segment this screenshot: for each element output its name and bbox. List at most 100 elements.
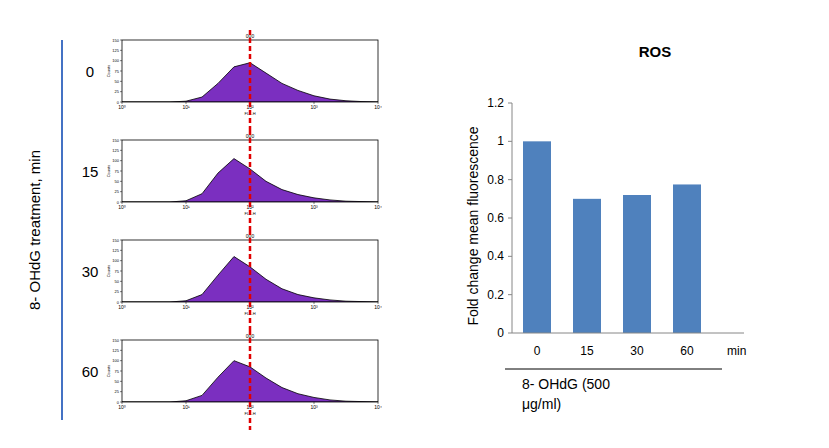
x-label-rule [505, 369, 722, 370]
y-tick-label: 50 [115, 79, 120, 84]
y-tick-label: 25 [115, 289, 120, 294]
x-tick-label: 0 [534, 344, 541, 358]
x-axis-label: 8- OHdG (500 μg/ml) [522, 376, 610, 412]
row-label: 0 [86, 63, 94, 80]
y-tick-label: 75 [115, 269, 120, 274]
y-tick [120, 150, 122, 151]
x-axis-line [512, 333, 744, 334]
x-axis-label-line: 8- OHdG (500 [522, 376, 610, 392]
x-tick-label: 15 [580, 344, 594, 358]
y-tick [120, 391, 122, 392]
y-tick-label: 25 [115, 389, 120, 394]
y-tick [120, 402, 122, 403]
y-tick [120, 102, 122, 103]
bar [573, 199, 601, 333]
x-tick-label: 10⁴ [374, 204, 382, 210]
y-tick [120, 140, 122, 141]
x-tick-label: 10¹ [182, 204, 190, 210]
y-tick [120, 160, 122, 161]
y-tick-label: 0.8 [487, 173, 504, 187]
reference-line [249, 30, 252, 130]
x-tick-label: 10⁴ [374, 104, 382, 110]
y-tick-label: 100 [112, 258, 119, 263]
x-tick-label: 10³ [310, 404, 318, 410]
y-tick [508, 218, 512, 219]
y-tick [120, 260, 122, 261]
row-label: 15 [82, 163, 99, 180]
panel-bracket [61, 40, 63, 420]
y-tick [120, 250, 122, 251]
bar [623, 195, 651, 333]
row-label: 30 [82, 263, 99, 280]
y-tick [120, 71, 122, 72]
reference-line [249, 230, 252, 330]
y-tick-label: 75 [115, 369, 120, 374]
data-group [523, 141, 701, 333]
y-tick [120, 50, 122, 51]
y-tick [508, 141, 512, 142]
y-tick-label: 100 [112, 58, 119, 63]
y-tick [120, 281, 122, 282]
y-tick-label: 75 [115, 169, 120, 174]
y-tick [120, 240, 122, 241]
x-axis-label-line: μg/ml) [522, 396, 561, 412]
y-tick [508, 256, 512, 257]
y-tick [120, 360, 122, 361]
y-tick [120, 271, 122, 272]
y-axis-label: Fold change mean fluorescence [465, 126, 481, 325]
y-tick [120, 340, 122, 341]
y-axis-label: Counts [106, 65, 111, 78]
y-tick-label: 50 [115, 279, 120, 284]
y-tick [508, 103, 512, 104]
row-label: 60 [82, 363, 99, 380]
y-tick [120, 371, 122, 372]
y-tick-label: 75 [115, 69, 120, 74]
histogram-panel: 300000255075100125150Counts10⁰10¹10²10³1… [82, 230, 382, 330]
y-tick [120, 191, 122, 192]
x-tick-label: 10⁰ [118, 304, 126, 310]
x-tick-label: 60 [680, 344, 694, 358]
y-tick-label: 150 [112, 38, 119, 43]
y-tick [120, 291, 122, 292]
y-tick-label: 150 [112, 138, 119, 143]
y-tick-label: 1 [497, 134, 504, 148]
y-axis-label: Counts [106, 165, 111, 178]
y-tick [120, 202, 122, 203]
y-tick [508, 333, 512, 334]
x-tick-label: 10¹ [182, 404, 190, 410]
y-tick [120, 302, 122, 303]
x-tick-label: 10⁰ [118, 204, 126, 210]
y-tick-label: 0.2 [487, 288, 504, 302]
histogram-panel: 150000255075100125150Counts10⁰10¹10²10³1… [82, 130, 382, 230]
panel-label: 8- OHdG treatment, min [26, 150, 43, 310]
y-tick [120, 91, 122, 92]
y-tick [120, 381, 122, 382]
y-tick-label: 0 [497, 326, 504, 340]
x-unit: min [727, 344, 746, 358]
figure: 8- OHdG treatment, min000002550751001251… [0, 0, 829, 448]
y-tick-label: 50 [115, 179, 120, 184]
y-tick [120, 60, 122, 61]
y-tick-label: 125 [112, 48, 119, 53]
bar-chart: ROSFold change mean fluorescence00.20.40… [465, 43, 746, 412]
y-tick-label: 150 [112, 338, 119, 343]
y-tick-label: 150 [112, 238, 119, 243]
x-tick-label: 10³ [310, 104, 318, 110]
y-tick [120, 81, 122, 82]
y-tick-label: 0.6 [487, 211, 504, 225]
x-tick-label: 10¹ [182, 304, 190, 310]
x-tick-label: 10⁰ [118, 104, 126, 110]
y-tick-label: 50 [115, 379, 120, 384]
y-tick [120, 40, 122, 41]
y-axis-label: Counts [106, 365, 111, 378]
y-tick-label: 100 [112, 158, 119, 163]
y-tick [508, 179, 512, 180]
histogram-panel: 600000255075100125150Counts10⁰10¹10²10³1… [82, 330, 382, 430]
y-tick [120, 181, 122, 182]
x-tick-label: 10³ [310, 304, 318, 310]
y-tick-label: 125 [112, 248, 119, 253]
reference-line [249, 330, 252, 430]
chart-title: ROS [639, 43, 672, 60]
y-axis-line [512, 103, 513, 333]
x-tick-label: 30 [630, 344, 644, 358]
